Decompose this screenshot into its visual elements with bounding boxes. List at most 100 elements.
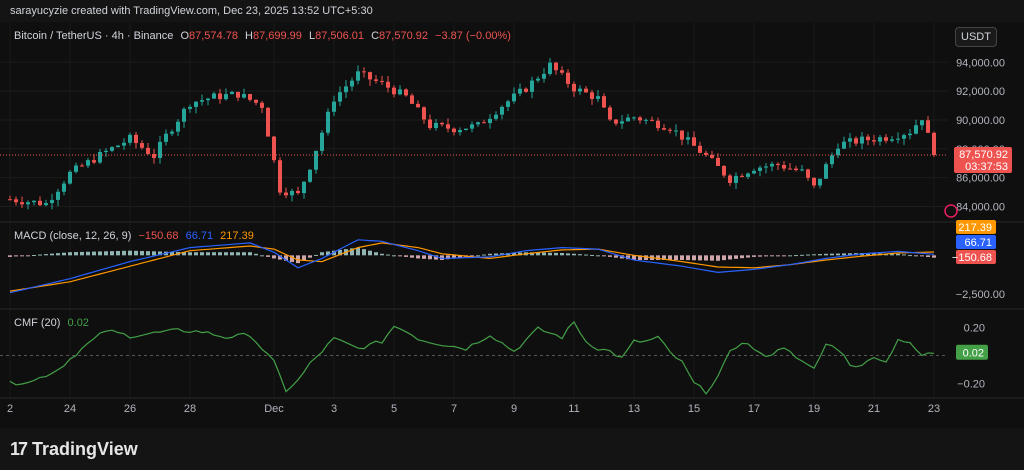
candle-body [56,191,60,200]
price-tick-label: 94,000.00 [956,57,1005,69]
grid-lines [0,22,1024,398]
candle-body [248,94,252,100]
candle-body [566,72,570,84]
time-tick-label: 5 [391,403,397,415]
macd-histogram-bar [830,253,834,256]
ohlc-open: O87,574.78 [180,30,238,42]
macd-histogram-bar [548,252,552,256]
candle-body [638,117,642,121]
macd-histogram-bar [452,255,456,259]
macd-histogram-bar [242,252,246,256]
candle-body [128,134,132,143]
price-badge [954,146,1012,173]
candle-body [824,164,828,179]
macd-value-badge [956,250,996,264]
macd-histogram-bar [698,255,702,261]
footer-bar: 17 TradingView [0,428,1024,470]
time-tick-label: 28 [184,403,196,415]
candle-body [230,91,234,95]
macd-histogram-bar [158,251,162,256]
macd-histogram-bar [896,253,900,256]
time-tick-label: Dec [264,403,284,415]
candle-body [674,130,678,132]
candle-body [662,128,666,130]
time-tick-label: 21 [868,403,880,415]
candle-body [626,117,630,122]
candle-body [542,73,546,79]
macd-value-badge-text: −150.68 [952,252,992,264]
tradingview-logo[interactable]: 17 TradingView [10,439,138,459]
macd-histogram-bar [362,249,366,256]
macd-histogram-bar [476,255,480,257]
candle-body [578,88,582,92]
candle-body [356,71,360,81]
candle-body [224,94,228,100]
macd-histogram-bar [740,255,744,259]
candle-body [656,120,660,129]
candle-body [74,165,78,172]
candle-body [242,94,246,98]
time-tick-label: 7 [451,403,457,415]
macd-histogram-bar [368,250,372,256]
candle-body [464,128,468,131]
macd-histogram-bar [338,249,342,256]
time-tick-label: 3 [331,403,337,415]
candle-body [704,152,708,155]
candle-body [452,128,456,133]
macd-histogram-bar [116,250,120,256]
candle-body [608,107,612,120]
macd-histogram-bar [254,253,258,256]
macd-histogram-bar [848,253,852,256]
candle-body [68,171,72,184]
macd-histogram-bar [920,255,924,257]
time-tick-label: 13 [628,403,640,415]
macd-histogram-bar [824,253,828,256]
macd-histogram-bar [188,252,192,256]
macd-histogram-bar [722,255,726,261]
macd-histogram-bar [512,252,516,256]
candle-body [422,107,426,120]
currency-button[interactable]: USDT [955,27,997,47]
macd-histogram-bar [716,255,720,261]
candle-body [800,169,804,171]
cmf-line [9,320,935,395]
candle-body [62,183,66,192]
macd-histogram-bar [908,255,912,257]
macd-histogram-bar [446,255,450,260]
macd-histogram-bar [590,254,594,256]
macd-histogram-bar [44,254,48,256]
candle-body [380,80,384,82]
price-tick-label: 90,000.00 [956,115,1005,127]
macd-histogram-bar [518,252,522,256]
candle-body [470,124,474,129]
candle-body [602,96,606,108]
candle-body [38,200,42,206]
macd-value-badge [956,220,996,234]
macd-histogram-bar [68,252,72,256]
macd-value-badge-text: 66.71 [964,237,992,249]
symbol-name: Bitcoin / TetherUS · 4h · Binance [14,30,174,42]
macd-histogram-bar [182,252,186,256]
time-tick-label: 26 [124,403,136,415]
candle-body [896,138,900,140]
macd-histogram-bar [566,253,570,256]
candle-body [122,142,126,146]
candle-body [572,83,576,92]
candle-body [488,118,492,124]
macd-histogram-bar [482,254,486,256]
candle-body [890,139,894,141]
candle-body [92,160,96,163]
macd-histogram-bar [266,255,270,257]
cmf-value-badge [956,344,988,360]
macd-histogram-bar [146,251,150,256]
macd-histogram-bar [572,253,576,256]
macd-histogram-bar [770,255,774,257]
macd-histogram-bar [260,255,264,257]
candle-body [206,98,210,101]
macd-histogram-bar [434,255,438,260]
macd-histogram-bar [602,255,606,257]
macd-histogram-bar [812,254,816,256]
candle-body [110,147,114,151]
macd-histogram-bar [302,255,306,261]
